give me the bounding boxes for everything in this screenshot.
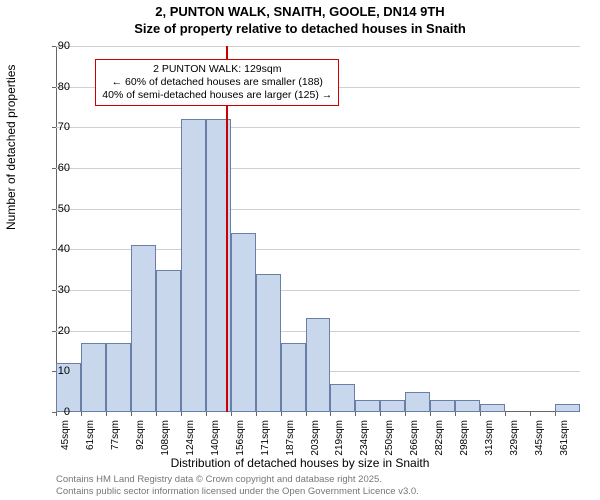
histogram-bar xyxy=(355,400,380,412)
ytick-label: 30 xyxy=(40,284,70,296)
xtick-mark xyxy=(306,412,307,416)
gridline xyxy=(56,46,580,47)
xtick-label: 329sqm xyxy=(509,420,520,460)
xtick-label: 124sqm xyxy=(185,420,196,460)
y-axis-line xyxy=(56,46,57,412)
xtick-label: 361sqm xyxy=(559,420,570,460)
xtick-label: 282sqm xyxy=(434,420,445,460)
annotation-line: 40% of semi-detached houses are larger (… xyxy=(102,89,332,102)
xtick-label: 45sqm xyxy=(60,420,71,460)
gridline xyxy=(56,209,580,210)
xtick-label: 156sqm xyxy=(235,420,246,460)
plot-area: 2 PUNTON WALK: 129sqm← 60% of detached h… xyxy=(56,46,580,412)
ytick-label: 50 xyxy=(40,203,70,215)
xtick-mark xyxy=(430,412,431,416)
histogram-bar xyxy=(455,400,480,412)
xtick-label: 298sqm xyxy=(459,420,470,460)
ytick-label: 40 xyxy=(40,243,70,255)
histogram-bar xyxy=(330,384,355,412)
xtick-label: 187sqm xyxy=(285,420,296,460)
ytick-label: 60 xyxy=(40,162,70,174)
xtick-label: 234sqm xyxy=(359,420,370,460)
xtick-mark xyxy=(156,412,157,416)
xtick-label: 171sqm xyxy=(260,420,271,460)
ytick-label: 10 xyxy=(40,365,70,377)
xtick-label: 92sqm xyxy=(135,420,146,460)
xtick-label: 108sqm xyxy=(160,420,171,460)
xtick-label: 250sqm xyxy=(384,420,395,460)
xtick-label: 61sqm xyxy=(85,420,96,460)
annotation-line: 2 PUNTON WALK: 129sqm xyxy=(102,63,332,76)
xtick-label: 140sqm xyxy=(210,420,221,460)
histogram-bar xyxy=(281,343,306,412)
title-block: 2, PUNTON WALK, SNAITH, GOOLE, DN14 9TH … xyxy=(0,4,600,36)
xtick-label: 266sqm xyxy=(409,420,420,460)
histogram-bar xyxy=(306,318,331,412)
histogram-bar xyxy=(231,233,256,412)
histogram-bar xyxy=(555,404,580,412)
xtick-mark xyxy=(281,412,282,416)
xtick-mark xyxy=(555,412,556,416)
xtick-mark xyxy=(106,412,107,416)
ytick-label: 0 xyxy=(40,406,70,418)
xtick-mark xyxy=(355,412,356,416)
histogram-bar xyxy=(480,404,505,412)
xtick-mark xyxy=(380,412,381,416)
xtick-label: 345sqm xyxy=(534,420,545,460)
ytick-label: 20 xyxy=(40,325,70,337)
xtick-mark xyxy=(480,412,481,416)
xtick-mark xyxy=(81,412,82,416)
histogram-chart: 2, PUNTON WALK, SNAITH, GOOLE, DN14 9TH … xyxy=(0,0,600,500)
title-line1: 2, PUNTON WALK, SNAITH, GOOLE, DN14 9TH xyxy=(0,4,600,19)
xtick-mark xyxy=(181,412,182,416)
xtick-mark xyxy=(231,412,232,416)
histogram-bar xyxy=(106,343,131,412)
histogram-bar xyxy=(405,392,430,412)
xtick-label: 77sqm xyxy=(110,420,121,460)
gridline xyxy=(56,168,580,169)
histogram-bar xyxy=(131,245,156,412)
y-axis-label: Number of detached properties xyxy=(4,65,18,230)
ytick-label: 70 xyxy=(40,121,70,133)
ytick-label: 90 xyxy=(40,40,70,52)
xtick-mark xyxy=(505,412,506,416)
annotation-box: 2 PUNTON WALK: 129sqm← 60% of detached h… xyxy=(95,59,339,106)
xtick-mark xyxy=(131,412,132,416)
xtick-mark xyxy=(405,412,406,416)
title-line2: Size of property relative to detached ho… xyxy=(0,21,600,36)
xtick-mark xyxy=(455,412,456,416)
ytick-label: 80 xyxy=(40,81,70,93)
annotation-line: ← 60% of detached houses are smaller (18… xyxy=(102,76,332,89)
histogram-bar xyxy=(181,119,206,412)
footer-line1: Contains HM Land Registry data © Crown c… xyxy=(56,474,419,486)
xtick-mark xyxy=(330,412,331,416)
footer-line2: Contains public sector information licen… xyxy=(56,486,419,498)
histogram-bar xyxy=(256,274,281,412)
histogram-bar xyxy=(380,400,405,412)
xtick-label: 203sqm xyxy=(310,420,321,460)
gridline xyxy=(56,127,580,128)
xtick-label: 313sqm xyxy=(484,420,495,460)
footer: Contains HM Land Registry data © Crown c… xyxy=(56,474,419,498)
xtick-mark xyxy=(256,412,257,416)
xtick-mark xyxy=(206,412,207,416)
histogram-bar xyxy=(430,400,455,412)
xtick-mark xyxy=(530,412,531,416)
xtick-label: 219sqm xyxy=(334,420,345,460)
histogram-bar xyxy=(156,270,181,412)
histogram-bar xyxy=(81,343,106,412)
